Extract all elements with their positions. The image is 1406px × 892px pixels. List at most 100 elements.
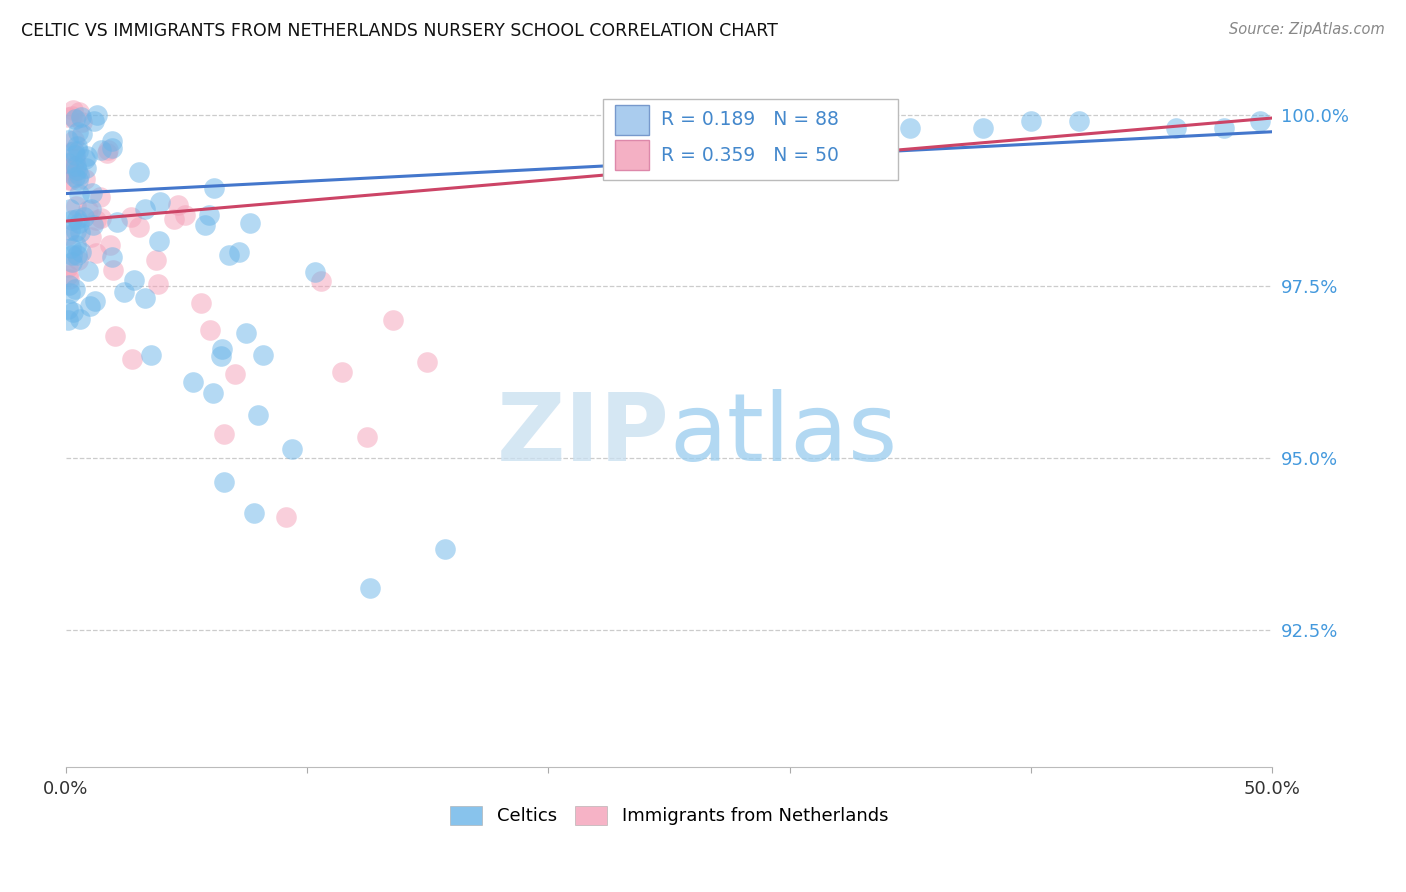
Point (58, 313, 80, 327)
Point (214, 427, 236, 442)
Point (359, 581, 381, 595)
Point (63, 144, 86, 158)
Point (76, 161, 98, 175)
Point (101, 250, 124, 264)
Point (79, 202, 101, 216)
Point (65, 224, 87, 238)
Point (63, 112, 86, 127)
Point (77, 203, 100, 218)
Point (1069, 114, 1091, 128)
Point (1019, 114, 1042, 128)
Point (59, 240, 82, 254)
Point (356, 430, 378, 444)
Point (193, 218, 215, 232)
Point (309, 274, 332, 288)
Point (65, 138, 87, 153)
Point (281, 442, 304, 456)
Point (76, 263, 98, 277)
Point (65, 199, 87, 213)
Point (247, 409, 270, 423)
Point (75, 152, 97, 166)
Point (67, 125, 90, 139)
Point (66, 173, 89, 187)
Point (67, 105, 90, 120)
Point (63, 169, 86, 184)
Point (181, 376, 204, 390)
Legend: Celtics, Immigrants from Netherlands: Celtics, Immigrants from Netherlands (450, 806, 889, 825)
Point (163, 211, 186, 226)
Point (1164, 121, 1187, 136)
Point (121, 352, 143, 367)
Point (122, 272, 145, 286)
Point (112, 285, 135, 299)
Point (224, 367, 246, 381)
Point (235, 326, 257, 340)
Point (415, 355, 437, 369)
Point (209, 349, 232, 363)
Point (69, 312, 91, 326)
Point (69, 110, 91, 124)
Point (190, 295, 212, 310)
FancyBboxPatch shape (614, 105, 648, 135)
Point (83, 113, 105, 128)
Point (60, 254, 83, 268)
Y-axis label: Nursery School: Nursery School (0, 351, 8, 476)
Point (84, 245, 107, 260)
Point (60, 145, 83, 159)
Point (90, 211, 112, 225)
Point (120, 210, 142, 224)
Point (67, 168, 90, 182)
Point (107, 215, 129, 229)
Point (82, 219, 104, 233)
Point (228, 245, 250, 260)
Point (58, 268, 80, 283)
Point (58, 227, 80, 242)
Point (84, 213, 107, 227)
Point (433, 542, 456, 557)
Point (218, 247, 240, 261)
Point (134, 292, 156, 306)
Point (1213, 121, 1236, 136)
Text: R = 0.189   N = 88: R = 0.189 N = 88 (661, 111, 838, 129)
Point (198, 323, 221, 337)
Point (779, 128, 801, 143)
Point (80, 186, 103, 200)
Point (67, 216, 90, 230)
Text: atlas: atlas (669, 389, 897, 481)
Point (70, 114, 93, 128)
Point (304, 265, 326, 279)
Point (89, 190, 111, 204)
Point (211, 342, 233, 356)
Point (58, 163, 80, 178)
Point (72, 211, 94, 225)
Point (100, 140, 122, 154)
Point (58, 173, 80, 187)
Point (58, 302, 80, 317)
Point (1249, 114, 1271, 128)
Point (63, 133, 86, 147)
Point (274, 510, 297, 524)
Point (63, 148, 86, 162)
FancyBboxPatch shape (603, 98, 898, 180)
Point (59, 202, 82, 217)
Point (58, 272, 80, 286)
Point (128, 220, 150, 235)
Point (101, 262, 124, 277)
Point (146, 277, 169, 291)
Point (70, 127, 93, 141)
Point (63, 282, 86, 296)
Point (60, 173, 83, 187)
Point (134, 202, 156, 216)
Point (59, 166, 82, 180)
Point (58, 278, 80, 293)
Point (243, 506, 266, 520)
Point (62, 103, 84, 117)
Point (58, 260, 80, 275)
Point (66, 212, 89, 227)
Point (96, 146, 118, 161)
Point (900, 121, 922, 136)
Point (148, 234, 170, 248)
Point (104, 329, 127, 343)
Point (66, 144, 89, 158)
Text: ZIP: ZIP (496, 389, 669, 481)
